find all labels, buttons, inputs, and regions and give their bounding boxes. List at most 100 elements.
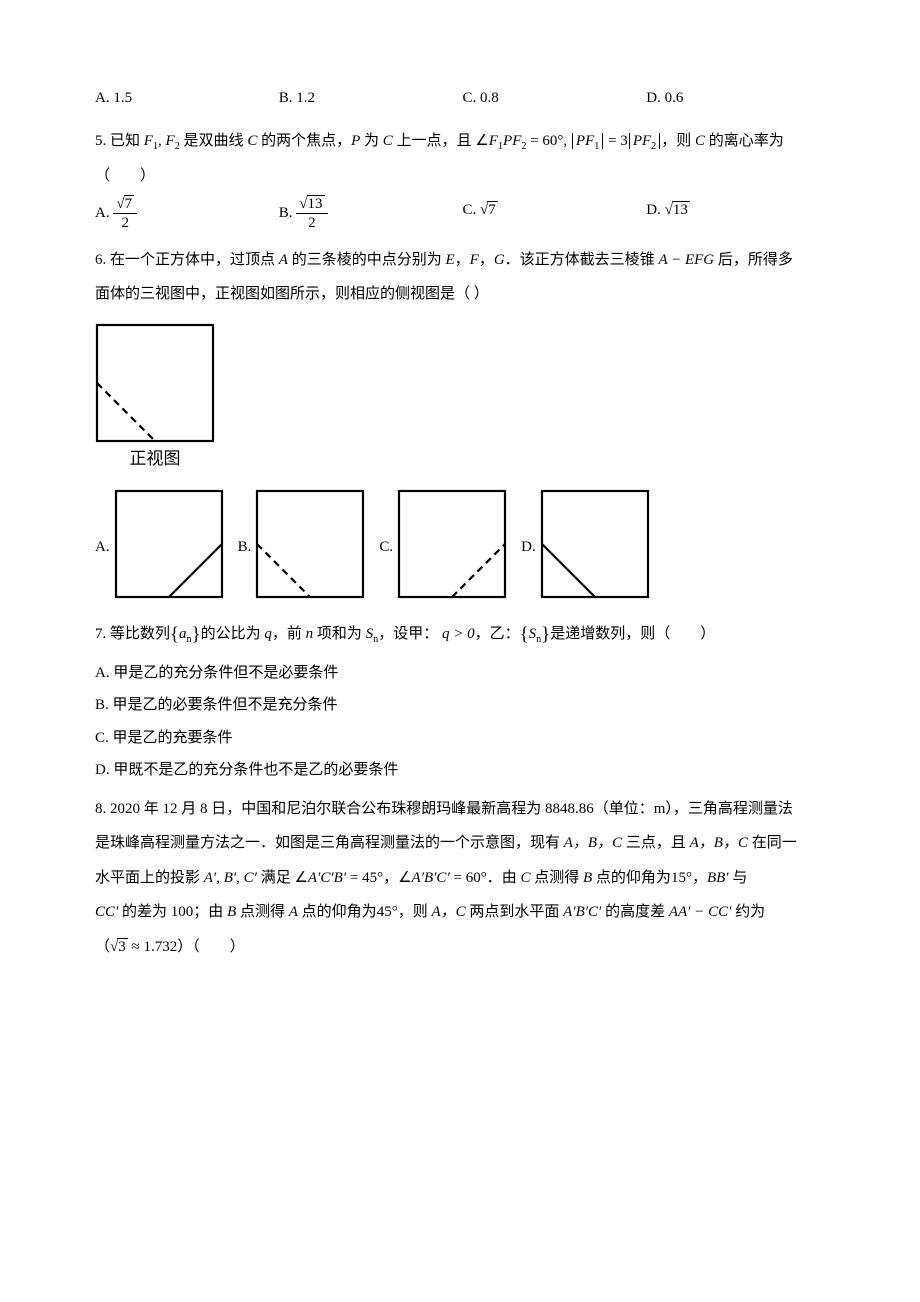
q8-Apt: A xyxy=(289,904,298,920)
q6-F: F xyxy=(470,252,479,268)
q5-a-num: 7 xyxy=(124,195,135,212)
q7-m6: 是递增数列，则（ ） xyxy=(550,626,715,642)
q8-sqrt3: 3 xyxy=(117,938,128,955)
q8-l4g: 约为 xyxy=(731,904,765,920)
q5-stem: 5. 已知 F1, F2 是双曲线 C 的两个焦点，P 为 C 上一点，且 F1… xyxy=(95,127,830,156)
q6-main-figure: 正视图 xyxy=(95,323,830,475)
q5-b-num: 13 xyxy=(307,195,325,212)
q8-l5pre: （ xyxy=(95,939,110,955)
q8-l3d: ．由 xyxy=(487,870,521,886)
q8-l3a: 水平面上的投影 xyxy=(95,870,204,886)
q6-E: E xyxy=(445,252,454,268)
q6-line1: 6. 在一个正方体中，过顶点 A 的三条棱的中点分别为 E，F，G．该正方体截去… xyxy=(95,246,830,275)
q7-an: a xyxy=(179,626,187,642)
q8-l2c: 在同一 xyxy=(748,835,797,851)
q6-s1: ， xyxy=(455,252,470,268)
q5-option-b: B. 13 2 xyxy=(279,196,463,232)
q8-Cpt: C xyxy=(520,870,530,886)
q8-l4c: 点的仰角为 xyxy=(298,904,377,920)
q6-G: G xyxy=(494,252,505,268)
q6-A: A xyxy=(279,252,288,268)
q6-c-svg xyxy=(397,489,507,599)
q6-option-c: C. xyxy=(379,489,507,599)
q5-d-val: 13 xyxy=(672,201,690,218)
q8-l2: 是珠峰高程测量方法之一．如图是三角高程测量法的一个示意图，现有 A，B，C 三点… xyxy=(95,829,830,858)
q7-m1: 的公比为 xyxy=(201,626,265,642)
q8-ABC: A，B，C xyxy=(564,835,622,851)
q6-l1b: 的三条棱的中点分别为 xyxy=(288,252,446,268)
q4-option-c: C. 0.8 xyxy=(463,84,647,113)
q8-ang45: 45° xyxy=(377,904,398,920)
q6-a-label: A. xyxy=(95,533,110,600)
q8-ang15: 15° xyxy=(671,870,692,886)
q5-t3: 为 xyxy=(360,133,383,149)
q7-m3: 项和为 xyxy=(313,626,362,642)
q5-C2: C xyxy=(383,133,393,149)
q6-d-svg xyxy=(540,489,650,599)
q5-paren: （ ） xyxy=(95,162,830,191)
q5-a-den: 2 xyxy=(113,214,137,232)
q6-d-label: D. xyxy=(521,533,536,600)
q8-l2a: 是珠峰高程测量方法之一．如图是三角高程测量法的一个示意图，现有 xyxy=(95,835,564,851)
q5-C3: C xyxy=(695,133,705,149)
q7-option-b: B. 甲是乙的必要条件但不是充分条件 xyxy=(95,691,830,720)
q6-option-b: B. xyxy=(238,489,366,599)
q8-l3b: 满足 xyxy=(257,870,295,886)
q7-pre: 7. 等比数列 xyxy=(95,626,170,642)
q6-l1a: 6. 在一个正方体中，过顶点 xyxy=(95,252,279,268)
q5-b-label: B. xyxy=(279,206,293,222)
q6-option-d: D. xyxy=(521,489,650,599)
q7-m5: ，乙： xyxy=(475,626,520,642)
q7-options: A. 甲是乙的充分条件但不是必要条件 B. 甲是乙的必要条件但不是充分条件 C.… xyxy=(95,659,830,785)
q8-ang2r: = 60° xyxy=(450,870,487,886)
q8-l5: （ 3 ≈ 1.732）（ ） xyxy=(95,933,830,962)
q8-l4f: 的高度差 xyxy=(601,904,669,920)
q8-approx: ≈ 1.732 xyxy=(128,939,177,955)
q8-l3h: 与 xyxy=(729,870,748,886)
q8-l5post: ）（ ） xyxy=(177,939,245,955)
q4-options: A. 1.5 B. 1.2 C. 0.8 D. 0.6 xyxy=(95,84,830,113)
q8-l1: 8. 2020 年 12 月 8 日，中国和尼泊尔联合公布珠穆朗玛峰最新高程为 … xyxy=(95,795,830,824)
q5-option-d: D. 13 xyxy=(646,196,830,232)
q8-l4d: ，则 xyxy=(398,904,432,920)
q5-option-c: C. 7 xyxy=(463,196,647,232)
q8-l4: CC′ 的差为 100；由 B 点测得 A 点的仰角为45°，则 A，C 两点到… xyxy=(95,898,830,927)
q8-l3c: ， xyxy=(383,870,398,886)
q6-b-svg xyxy=(255,489,365,599)
q7-q: q xyxy=(264,626,272,642)
q8-l3f: 点的仰角为 xyxy=(592,870,671,886)
q8-AC: A，C xyxy=(431,904,465,920)
q6-a-svg xyxy=(114,489,224,599)
q5-b-den: 2 xyxy=(296,214,327,232)
q8-ApBpCp: A′, B′, C′ xyxy=(204,870,257,886)
q8-l3: 水平面上的投影 A′, B′, C′ 满足 A′C′B′ = 45°，A′B′C… xyxy=(95,864,830,893)
q6-options-row: A. B. C. D. xyxy=(95,489,830,599)
q5-c-label: C. xyxy=(463,202,477,218)
q8-l3g: ， xyxy=(692,870,707,886)
q4-option-b: B. 1.2 xyxy=(279,84,463,113)
q6-b-label: B. xyxy=(238,533,252,600)
q7-option-d: D. 甲既不是乙的充分条件也不是乙的必要条件 xyxy=(95,756,830,785)
q5-a-label: A. xyxy=(95,206,110,222)
q7-m4: ，设甲： xyxy=(378,626,438,642)
q6-s2: ， xyxy=(479,252,494,268)
q8-Bpt: B xyxy=(583,870,592,886)
q8-ang2l: A′B′C′ xyxy=(412,870,450,886)
q7-m2: ，前 xyxy=(272,626,306,642)
q7-option-c: C. 甲是乙的充要条件 xyxy=(95,724,830,753)
q5-c-val: 7 xyxy=(487,201,498,218)
front-view-svg xyxy=(95,323,215,443)
q6-line2: 面体的三视图中，正视图如图所示，则相应的侧视图是（ ） xyxy=(95,280,830,309)
q6-l1d: 后，所得多 xyxy=(714,252,793,268)
q5-C1: C xyxy=(247,133,257,149)
q8-l3e: 点测得 xyxy=(530,870,583,886)
q8-ApBpCp2: A′B′C′ xyxy=(563,904,601,920)
q7-cond1: q > 0 xyxy=(442,626,475,642)
q7-stem: 7. 等比数列{an}的公比为 q，前 n 项和为 Sn，设甲： q > 0，乙… xyxy=(95,617,830,653)
q5-d-label: D. xyxy=(646,202,661,218)
q8-Bpt2: B xyxy=(227,904,236,920)
q8-l4e: 两点到水平面 xyxy=(466,904,564,920)
front-view-caption: 正视图 xyxy=(95,443,215,475)
q5-option-a: A. 7 2 xyxy=(95,196,279,232)
q6-l1c: ．该正方体截去三棱锥 xyxy=(505,252,659,268)
